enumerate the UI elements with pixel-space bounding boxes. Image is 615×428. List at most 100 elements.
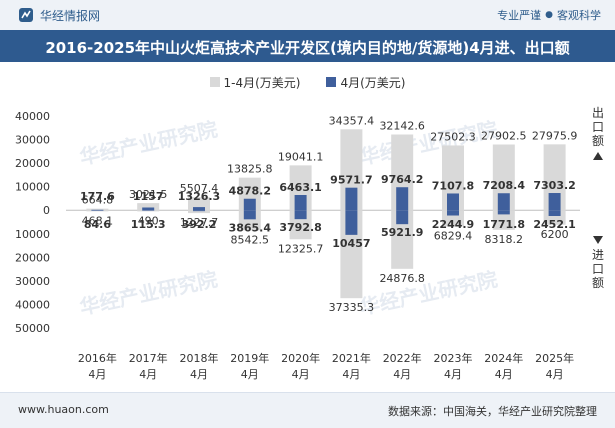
export-label-text: 出口额: [591, 106, 604, 148]
logo-icon: [19, 8, 33, 22]
x-tick-label-month: 4月: [292, 368, 310, 381]
bar-april-export: [294, 194, 307, 211]
bar-ytd-import: [137, 210, 160, 212]
label-ytd-export: 27902.5: [481, 129, 527, 142]
bar-april-import: [243, 210, 256, 220]
label-ytd-export: 5507.4: [180, 182, 219, 195]
x-tick-label-month: 4月: [139, 368, 157, 381]
x-tick-label-month: 4月: [546, 368, 564, 381]
bar-april-import: [396, 210, 409, 225]
x-tick-label-year: 2023年: [434, 351, 473, 365]
y-tick-label: 40000: [15, 110, 50, 123]
y-tick-label: 20000: [15, 251, 50, 264]
label-april-import: 115.3: [131, 218, 166, 231]
x-tick-label-month: 4月: [342, 368, 360, 381]
label-april-export: 4878.2: [229, 185, 271, 198]
bar-april-import: [548, 210, 561, 216]
bar-ytd-export: [86, 208, 109, 211]
side-label-export: 出口额: [591, 106, 605, 148]
y-tick-label: 40000: [15, 298, 50, 311]
y-tick-label: 50000: [15, 322, 50, 335]
import-label-text: 进口额: [591, 248, 604, 290]
label-april-export: 7303.2: [533, 179, 575, 192]
bar-april-export: [243, 198, 256, 211]
label-ytd-import: 8318.2: [485, 233, 524, 246]
label-ytd-export: 3021.5: [129, 188, 168, 201]
label-april-export: 177.6: [80, 190, 115, 203]
watermark-text: 华经产业研究院: [78, 117, 220, 170]
bar-ytd-import: [188, 210, 210, 214]
x-tick-label-year: 2025年: [535, 351, 574, 365]
side-label-import: 进口额: [591, 248, 605, 290]
label-ytd-import: 6829.4: [434, 229, 473, 242]
x-tick-label-year: 2017年: [129, 351, 168, 365]
bar-ytd-import: [391, 210, 414, 269]
bar-april-export: [193, 207, 205, 211]
bar-april-export: [91, 209, 104, 211]
bar-april-import: [345, 210, 358, 235]
legend-item-ytd: 1-4月(万美元): [209, 72, 300, 92]
label-april-import: 10457: [332, 237, 370, 250]
legend-label-april: 4月(万美元): [340, 75, 406, 90]
label-april-import: 1771.8: [483, 218, 525, 231]
bar-ytd-import: [492, 210, 515, 230]
bar-ytd-import: [86, 210, 109, 212]
x-tick-label-year: 2016年: [78, 351, 117, 365]
bar-april-import: [91, 210, 104, 211]
slogan-right: 客观科学: [557, 9, 601, 22]
label-april-import: 5921.9: [381, 226, 423, 239]
label-april-import: 84.6: [84, 218, 111, 231]
bar-april-import: [193, 210, 205, 212]
label-april-export: 7107.8: [432, 179, 474, 192]
label-ytd-import: 468.1: [82, 214, 114, 227]
label-ytd-import: 6200: [541, 228, 569, 241]
bar-april-export: [447, 193, 459, 211]
label-april-export: 6463.1: [279, 181, 321, 194]
label-april-import: 3865.4: [229, 221, 272, 234]
y-tick-label: 30000: [15, 134, 50, 147]
bar-april-import: [447, 210, 459, 216]
bar-ytd-export: [137, 203, 160, 211]
bar-april-export: [497, 193, 510, 211]
bar-ytd-export: [188, 197, 210, 211]
label-april-export: 1157: [133, 190, 164, 203]
label-april-import: 392.2: [182, 218, 217, 231]
x-tick-label-month: 4月: [444, 368, 462, 381]
bar-april-export: [345, 187, 358, 211]
x-tick-label-month: 4月: [88, 368, 106, 381]
label-ytd-import: 12325.7: [278, 242, 324, 255]
legend-swatch-ytd: [209, 77, 220, 87]
y-tick-label: 10000: [15, 228, 50, 241]
legend-item-april: 4月(万美元): [326, 72, 405, 92]
footer-website[interactable]: www.huaon.com: [18, 403, 109, 416]
y-tick-label: 20000: [15, 157, 50, 170]
slogan: 专业严谨 ● 客观科学: [497, 7, 601, 23]
legend: 1-4月(万美元) 4月(万美元): [0, 72, 615, 92]
label-ytd-import: 1227.7: [180, 216, 219, 229]
x-tick-label-year: 2020年: [281, 351, 320, 365]
x-tick-label-month: 4月: [393, 368, 411, 381]
arrow-down-icon: [593, 236, 603, 244]
chart-title: 2016-2025年中山火炬高技术产业开发区(境内目的地/货源地)4月进、出口额: [45, 39, 570, 57]
slogan-separator: ●: [545, 10, 553, 20]
bar-april-export: [548, 193, 561, 211]
x-tick-label-month: 4月: [495, 368, 513, 381]
x-tick-label-year: 2024年: [484, 351, 523, 365]
y-tick-label: 30000: [15, 275, 50, 288]
arrow-up-icon: [593, 152, 603, 160]
x-tick-label-year: 2019年: [230, 351, 269, 365]
logo-text: 华经情报网: [40, 8, 101, 23]
legend-swatch-april: [326, 77, 337, 87]
label-ytd-export: 13825.8: [227, 163, 273, 176]
bar-april-import: [142, 210, 155, 211]
label-ytd-export: 32142.6: [379, 120, 425, 133]
slogan-left: 专业严谨: [497, 9, 542, 22]
watermark-text: 华经产业研究院: [78, 267, 220, 320]
label-april-import: 2452.1: [533, 218, 575, 231]
chart-area: 40000 30000 20000 10000 0 10000 20000 30000 4000…: [15, 110, 580, 381]
label-april-export: 9571.7: [330, 174, 372, 187]
x-tick-label-year: 2021年: [332, 351, 371, 365]
x-tick-label-year: 2022年: [383, 351, 422, 365]
footer-source: 数据来源：中国海关，华经产业研究院整理: [388, 405, 597, 418]
x-tick-label-month: 4月: [241, 368, 259, 381]
